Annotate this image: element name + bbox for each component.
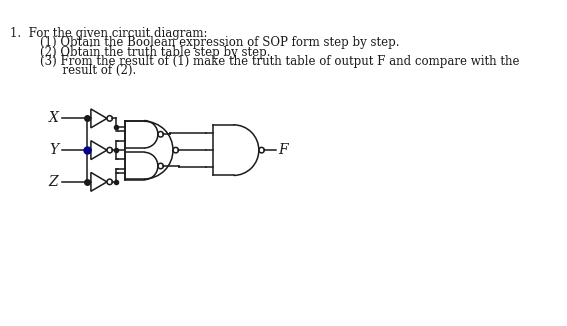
Text: (2) Obtain the truth table step by step.: (2) Obtain the truth table step by step. <box>10 46 271 58</box>
Text: result of (2).: result of (2). <box>10 64 137 77</box>
Text: Y: Y <box>49 143 58 157</box>
Text: (3) From the result of (1) make the truth table of output F and compare with the: (3) From the result of (1) make the trut… <box>10 55 520 68</box>
Text: 1.  For the given circuit diagram:: 1. For the given circuit diagram: <box>10 27 208 40</box>
Text: X: X <box>48 111 58 126</box>
Text: (1) Obtain the Boolean expression of SOP form step by step.: (1) Obtain the Boolean expression of SOP… <box>10 36 400 49</box>
Text: F: F <box>278 143 287 157</box>
Text: Z: Z <box>49 175 58 189</box>
